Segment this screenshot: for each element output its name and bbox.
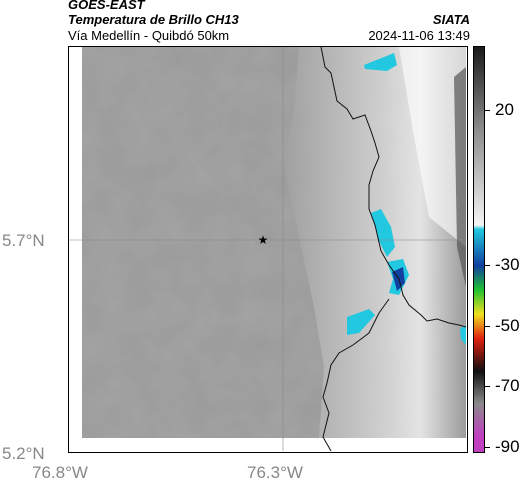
colorbar-tick: [485, 326, 490, 327]
lon-label-76.3: 76.3°W: [247, 463, 303, 482]
colorbar-tick: [485, 447, 490, 448]
boundary-line: [320, 47, 466, 328]
map-canvas: ★: [69, 47, 466, 451]
star-icon: ★: [258, 233, 269, 247]
lon-label-76.8: 76.8°W: [32, 463, 88, 482]
colorbar-tick: [485, 110, 490, 111]
product-title: Temperatura de Brillo CH13: [68, 12, 239, 27]
satellite-map[interactable]: ★: [68, 46, 468, 453]
colorbar-tick: [485, 265, 490, 266]
coastline: [322, 298, 390, 451]
lat-label-5.2: 5.2°N: [2, 444, 45, 463]
satellite-name: GOES-EAST: [68, 0, 145, 12]
lat-label-5.7: 5.7°N: [2, 231, 45, 250]
colorbar-label-minus70: -70: [495, 376, 520, 395]
colorbar-tick: [485, 386, 490, 387]
route-subtitle: Vía Medellín - Quibdó 50km: [68, 28, 230, 43]
colorbar-label-minus50: -50: [495, 316, 520, 335]
colorbar-label-minus90: -90: [495, 437, 520, 456]
timestamp: 2024-11-06 13:49: [368, 28, 470, 43]
colorbar: [473, 46, 485, 453]
agency-label: SIATA: [432, 12, 470, 27]
colorbar-label-20: 20: [495, 100, 514, 119]
colorbar-label-minus30: -30: [495, 255, 520, 274]
